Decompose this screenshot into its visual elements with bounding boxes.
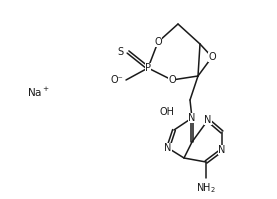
Text: N: N (218, 145, 226, 155)
Text: O: O (154, 37, 162, 47)
Text: OH: OH (160, 107, 175, 117)
Text: N: N (204, 115, 212, 125)
Text: S: S (117, 47, 123, 57)
Text: O⁻: O⁻ (110, 75, 123, 85)
Text: Na$^+$: Na$^+$ (27, 85, 50, 99)
Text: P: P (145, 63, 151, 73)
Text: NH$_2$: NH$_2$ (196, 181, 216, 195)
Text: O: O (208, 52, 216, 62)
Text: N: N (164, 143, 172, 153)
Text: O: O (168, 75, 176, 85)
Text: N: N (188, 113, 196, 123)
